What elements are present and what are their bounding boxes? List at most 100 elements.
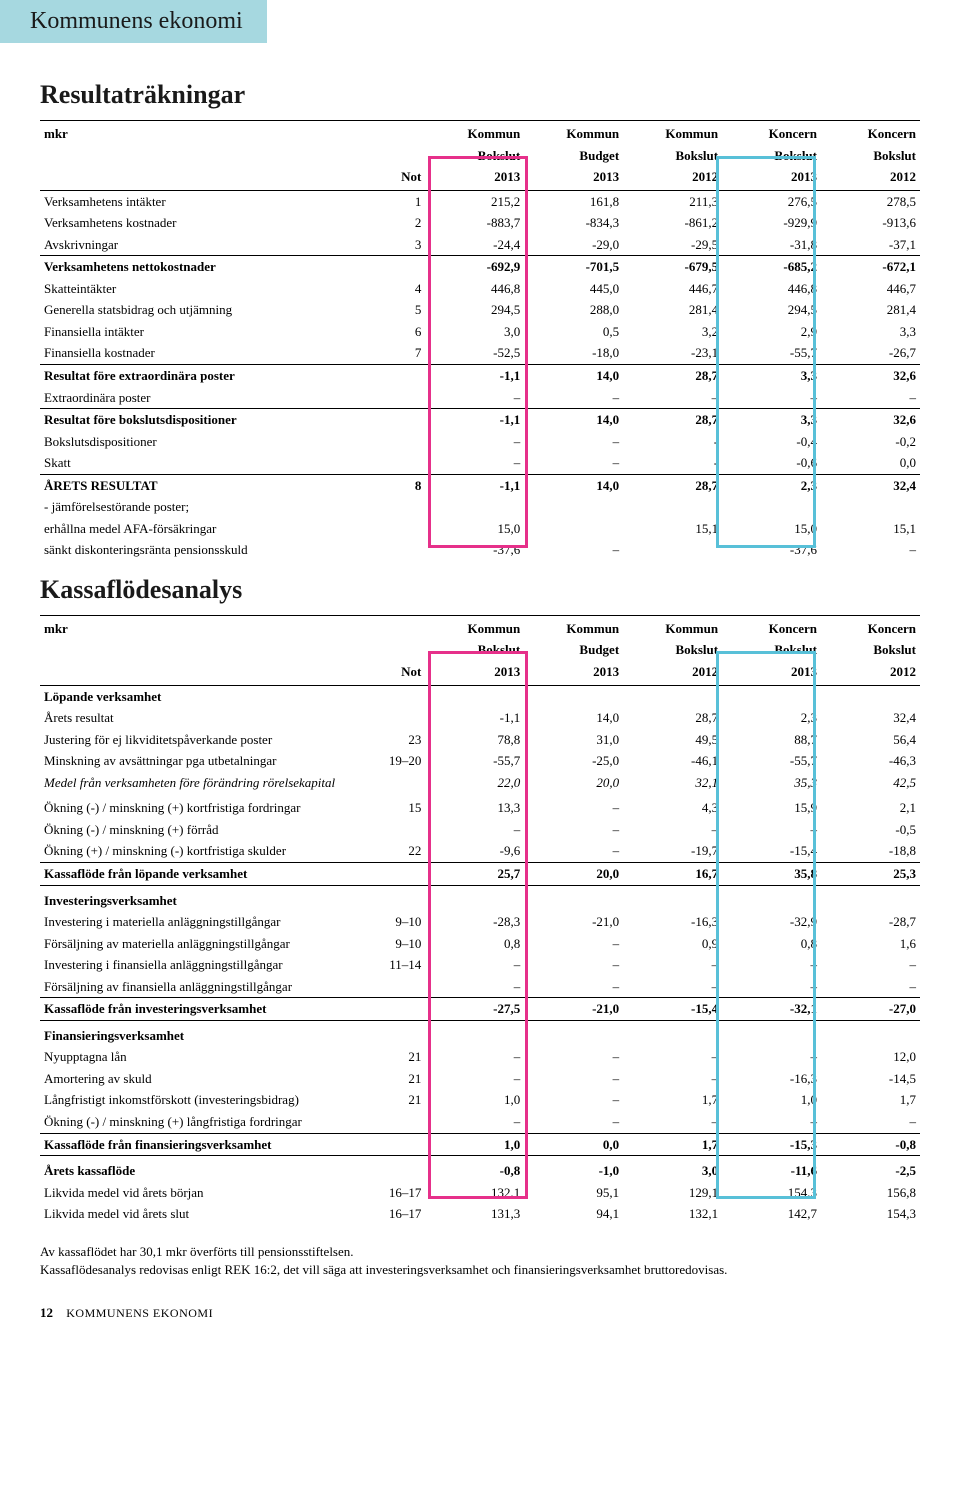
- row-value: -15,4: [623, 998, 722, 1021]
- row-value: [623, 496, 722, 518]
- table-header-cell: mkr: [40, 121, 373, 145]
- row-value: [425, 1020, 524, 1046]
- row-label: Ökning (-) / minskning (+) långfristiga …: [40, 1111, 373, 1133]
- row-note: [373, 885, 425, 911]
- table-header-cell: Kommun: [524, 121, 623, 145]
- row-value: –: [722, 819, 821, 841]
- row-value: -1,0: [524, 1156, 623, 1182]
- row-value: [722, 1020, 821, 1046]
- row-note: 11–14: [373, 954, 425, 976]
- row-value: [623, 685, 722, 707]
- row-note: [373, 496, 425, 518]
- table-row: Likvida medel vid årets början16–17132,1…: [40, 1182, 920, 1204]
- table-row: Årets resultat-1,114,028,72,332,4: [40, 707, 920, 729]
- table-row: Verksamhetens nettokostnader-692,9-701,5…: [40, 256, 920, 278]
- footnote: Av kassaflödet har 30,1 mkr överförts ti…: [40, 1243, 920, 1279]
- row-value: –: [623, 1068, 722, 1090]
- row-label: Försäljning av materiella anläggningstil…: [40, 933, 373, 955]
- row-value: 129,1: [623, 1182, 722, 1204]
- row-value: 1,7: [821, 1089, 920, 1111]
- row-value: –: [623, 387, 722, 409]
- table-header-cell: Bokslut: [623, 639, 722, 661]
- table-header-cell: [373, 639, 425, 661]
- row-value: 0,0: [821, 452, 920, 474]
- cashflow-table-wrap: mkrKommunKommunKommunKoncernKoncernBoksl…: [40, 613, 920, 1227]
- row-value: –: [425, 819, 524, 841]
- row-value: -15,4: [722, 840, 821, 862]
- row-value: 0,0: [524, 1133, 623, 1156]
- row-value: -55,7: [722, 750, 821, 772]
- row-value: 32,6: [821, 409, 920, 431]
- row-value: -16,3: [722, 1068, 821, 1090]
- table-row: Ökning (-) / minskning (+) förråd––––-0,…: [40, 819, 920, 841]
- table-row: Medel från verksamheten före förändring …: [40, 772, 920, 794]
- row-value: -14,5: [821, 1068, 920, 1090]
- row-note: 21: [373, 1089, 425, 1111]
- row-value: –: [524, 452, 623, 474]
- row-label: Likvida medel vid årets slut: [40, 1203, 373, 1225]
- row-label: Minskning av avsättningar pga utbetalnin…: [40, 750, 373, 772]
- table-row: Amortering av skuld21–––-16,3-14,5: [40, 1068, 920, 1090]
- table-header-cell: Budget: [524, 639, 623, 661]
- row-value: 0,9: [623, 933, 722, 955]
- row-value: -: [623, 431, 722, 453]
- row-value: –: [524, 819, 623, 841]
- row-label: Finansiella intäkter: [40, 321, 373, 343]
- row-note: [373, 707, 425, 729]
- table-header-cell: 2013: [425, 661, 524, 685]
- table-row: Långfristigt inkomstförskott (investerin…: [40, 1089, 920, 1111]
- row-note: 1: [373, 190, 425, 212]
- table-header-cell: Koncern: [821, 615, 920, 639]
- row-value: 12,0: [821, 1046, 920, 1068]
- table-row: Finansieringsverksamhet: [40, 1020, 920, 1046]
- row-value: 1,0: [425, 1089, 524, 1111]
- row-value: -46,3: [821, 750, 920, 772]
- table-row: Bokslutsdispositioner––--0,4-0,2: [40, 431, 920, 453]
- row-value: -883,7: [425, 212, 524, 234]
- table-row: sänkt diskonteringsränta pensionsskuld-3…: [40, 539, 920, 561]
- row-note: [373, 772, 425, 794]
- row-value: 32,4: [821, 707, 920, 729]
- row-note: [373, 685, 425, 707]
- row-label: Finansieringsverksamhet: [40, 1020, 373, 1046]
- row-value: 2,3: [722, 707, 821, 729]
- row-value: -28,7: [821, 911, 920, 933]
- table-header-cell: Not: [373, 661, 425, 685]
- table-header-cell: [40, 166, 373, 190]
- row-value: 78,8: [425, 729, 524, 751]
- row-value: -861,2: [623, 212, 722, 234]
- row-label: Bokslutsdispositioner: [40, 431, 373, 453]
- row-value: 142,7: [722, 1203, 821, 1225]
- row-value: 1,7: [623, 1133, 722, 1156]
- row-value: -1,1: [425, 409, 524, 431]
- row-value: –: [524, 1068, 623, 1090]
- table-header-cell: Not: [373, 166, 425, 190]
- row-value: –: [524, 1111, 623, 1133]
- row-value: –: [425, 976, 524, 998]
- row-value: 2,3: [722, 474, 821, 496]
- row-note: 2: [373, 212, 425, 234]
- row-note: [373, 1133, 425, 1156]
- cashflow-title: Kassaflödesanalys: [40, 575, 920, 605]
- row-value: 1,0: [722, 1089, 821, 1111]
- row-note: 22: [373, 840, 425, 862]
- table-row: Verksamhetens kostnader2-883,7-834,3-861…: [40, 212, 920, 234]
- row-value: -55,7: [722, 342, 821, 364]
- row-value: -: [623, 452, 722, 474]
- row-value: -834,3: [524, 212, 623, 234]
- row-note: [373, 819, 425, 841]
- footnote-line-1: Av kassaflödet har 30,1 mkr överförts ti…: [40, 1243, 920, 1261]
- row-value: -9,6: [425, 840, 524, 862]
- table-row: Skatt––--0,60,0: [40, 452, 920, 474]
- row-label: ÅRETS RESULTAT: [40, 474, 373, 496]
- row-value: 32,6: [821, 365, 920, 387]
- row-value: 3,3: [821, 321, 920, 343]
- row-label: Investering i finansiella anläggningstil…: [40, 954, 373, 976]
- row-value: 15,1: [623, 518, 722, 540]
- row-value: –: [524, 431, 623, 453]
- row-note: [373, 365, 425, 387]
- table-row: Minskning av avsättningar pga utbetalnin…: [40, 750, 920, 772]
- row-value: 32,4: [821, 474, 920, 496]
- row-value: -0,8: [821, 1133, 920, 1156]
- row-value: [524, 685, 623, 707]
